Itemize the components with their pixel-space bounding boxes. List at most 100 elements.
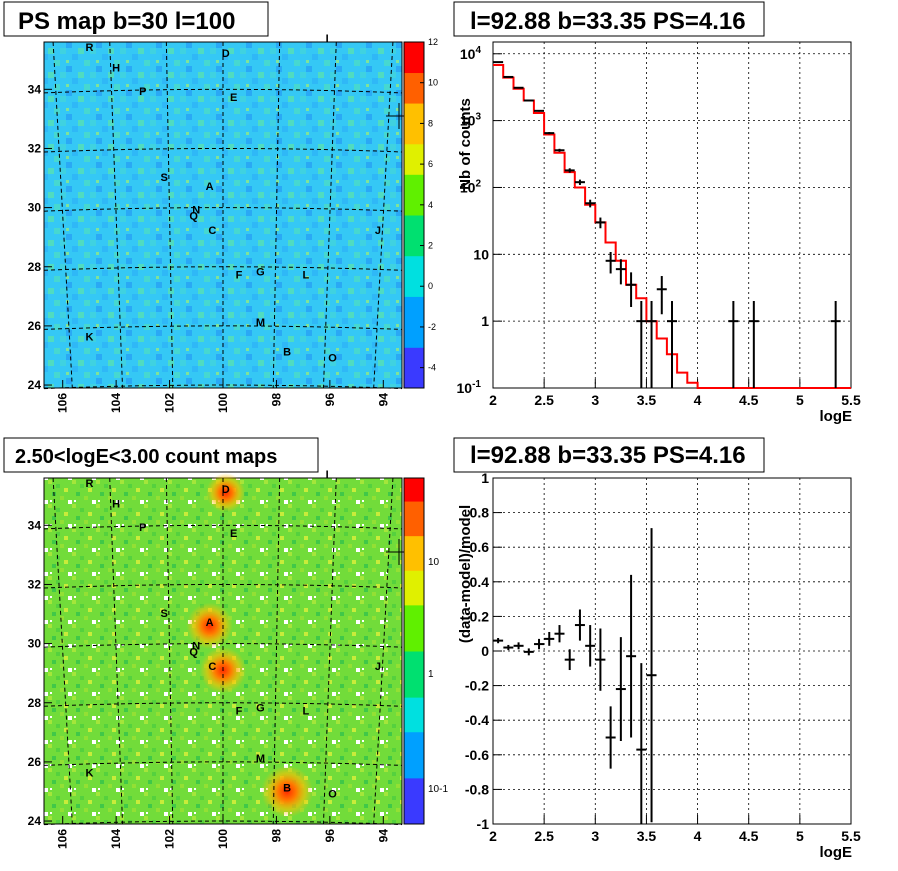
ps-map-colorbar-tick-label-8: 8 (428, 118, 433, 128)
count-map-colorbar-band-12 (404, 674, 424, 687)
residual-y-tick-label-0.4: 0.4 (470, 574, 490, 590)
count-map-colorbar-band-5 (404, 754, 424, 767)
count-map-parallel-24 (43, 820, 403, 826)
count-map-colorbar-band-11 (404, 685, 424, 698)
count-map-source-Q: Q (189, 646, 198, 658)
residual-panel: 2 2.5 3 3.5 4 4.5 5 5.5 -1 -0.8 -0.6 -0.4 -0.2 0 0.2 0… (453, 437, 861, 861)
ps-map-colorbar-band-1 (404, 367, 424, 379)
count-map-meridian-102 (165, 477, 174, 825)
ps-map-colorbar (403, 41, 425, 389)
count-map-x-ticks: 106 104 102 100 98 96 94 (56, 816, 390, 849)
count-map-parallel-34 (43, 524, 403, 530)
residual-title-box (453, 437, 765, 473)
count-map-source-G: G (256, 703, 265, 715)
count-map-hotspot-B (261, 765, 314, 818)
ps-map-source-M: M (256, 317, 265, 329)
spectrum-y-tick-label-100: 102 (460, 178, 482, 195)
spectrum-y-tick-exponent: -1 (472, 379, 481, 390)
count-map-source-H: H (112, 499, 120, 511)
count-map-y-tick-label-34: 34 (28, 518, 42, 532)
ps-map-colorbar-band-13 (404, 245, 424, 257)
ps-map-colorbar-tick-label-0: 0 (428, 281, 433, 291)
ps-map-colorbar-band-7 (404, 306, 424, 318)
spectrum-y-tick-label-1000: 103 (460, 112, 482, 129)
residual-y-tick-label--1: -1 (477, 816, 490, 832)
count-map-colorbar-band-29 (404, 478, 424, 491)
ps-map-title: PS map b=30 l=100 (18, 8, 235, 35)
ps-map-source-B: B (283, 346, 291, 358)
count-map-colorbar-band-16 (404, 627, 424, 640)
count-map-y-tick-label-28: 28 (28, 696, 42, 710)
ps-map-colorbar-ticks: 12 10 8 6 4 2 0 -2 -4 (420, 37, 438, 373)
ps-map-source-R: R (85, 42, 93, 54)
spectrum-x-tick-label-3.5: 3.5 (637, 392, 657, 408)
count-map-colorbar-band-3 (404, 777, 424, 790)
residual-x-tick-label-2: 2 (489, 828, 497, 844)
count-map-title-box (3, 437, 319, 473)
count-map-parallel-26 (43, 761, 403, 766)
ps-map-y-tick-label-26: 26 (28, 319, 42, 333)
ps-map-colorbar-frame (403, 41, 425, 389)
ps-map-parallel-30 (43, 207, 403, 212)
ps-map-x-tick-label-104: 104 (109, 393, 123, 413)
ps-map-source-I: I (326, 33, 329, 45)
residual-x-label: logE (820, 844, 853, 861)
residual-x-tick-label-2.5: 2.5 (534, 828, 554, 844)
ps-map-y-ticks: 24 26 28 30 32 34 (28, 82, 52, 392)
residual-plot-area (492, 477, 852, 825)
count-map-colorbar-tick-10: 10 (428, 557, 440, 568)
ps-map-source-C: C (208, 225, 216, 237)
count-map-colorbar-band-4 (404, 766, 424, 779)
spectrum-y-tick-exponent: 3 (475, 112, 481, 123)
ps-map-colorbar-band-14 (404, 235, 424, 247)
residual-y-tick-label-0: 0 (481, 643, 489, 659)
ps-map-meridian-106 (52, 41, 73, 389)
count-map-source-A: A (206, 617, 214, 629)
count-map-source-E: E (230, 528, 237, 540)
ps-map-colorbar-band-32 (404, 52, 424, 63)
ps-map-colorbar-band-21 (404, 164, 424, 175)
ps-map-colorbar-band-24 (404, 133, 424, 145)
ps-map-x-tick-label-100: 100 (216, 393, 230, 413)
residual-x-tick-label-4.5: 4.5 (739, 828, 759, 844)
ps-map-source-G: G (256, 267, 265, 279)
ps-map-x-tick-label-94: 94 (376, 393, 390, 407)
count-map-source-D: D (222, 484, 230, 496)
count-map-source-N: N (192, 641, 200, 653)
count-map-colorbar-band-22 (404, 558, 424, 571)
count-map-colorbar-band-6 (404, 743, 424, 756)
spectrum-title: l=92.88 b=33.35 PS=4.16 (470, 8, 746, 35)
count-map-source-M: M (256, 753, 265, 765)
count-map-colorbar-band-15 (404, 639, 424, 652)
count-map-colorbar-band-8 (404, 720, 424, 733)
spectrum-y-tick-base: 10 (460, 179, 476, 195)
ps-map-meridian-96 (322, 41, 337, 389)
count-map-y-tick-label-32: 32 (28, 577, 42, 591)
ps-map-colorbar-band-5 (404, 326, 424, 338)
ps-map-x-tick-label-98: 98 (269, 393, 283, 407)
spectrum-x-tick-label-2: 2 (489, 392, 497, 408)
ps-map-colorbar-band-19 (404, 184, 424, 196)
ps-map-meridian-98 (272, 41, 281, 389)
ps-map-source-P: P (139, 86, 146, 98)
ps-map-colorbar-band-16 (404, 215, 424, 226)
count-map-coordinate-grid (43, 477, 403, 826)
residual-data-series (493, 528, 657, 824)
ps-map-y-tick-label-32: 32 (28, 141, 42, 155)
ps-map-colorbar-tick-label-2: 2 (428, 241, 433, 251)
count-map-hotspot-A (186, 602, 233, 650)
count-map-parallel-32 (43, 584, 403, 589)
count-map-colorbar-band-27 (404, 501, 424, 514)
spectrum-y-tick-base: 10 (460, 113, 476, 129)
ps-map-colorbar-band-11 (404, 265, 424, 277)
ps-map-source-S: S (161, 172, 168, 184)
ps-map-source-D: D (222, 48, 230, 60)
ps-map-source-Q: Q (189, 210, 198, 222)
residual-y-tick-label-1: 1 (481, 470, 489, 486)
spectrum-x-tick-label-4: 4 (694, 392, 702, 408)
count-map-x-tick-label-106: 106 (56, 829, 70, 849)
spectrum-x-tick-label-5: 5 (796, 392, 804, 408)
ps-map-colorbar-band-4 (404, 337, 424, 348)
